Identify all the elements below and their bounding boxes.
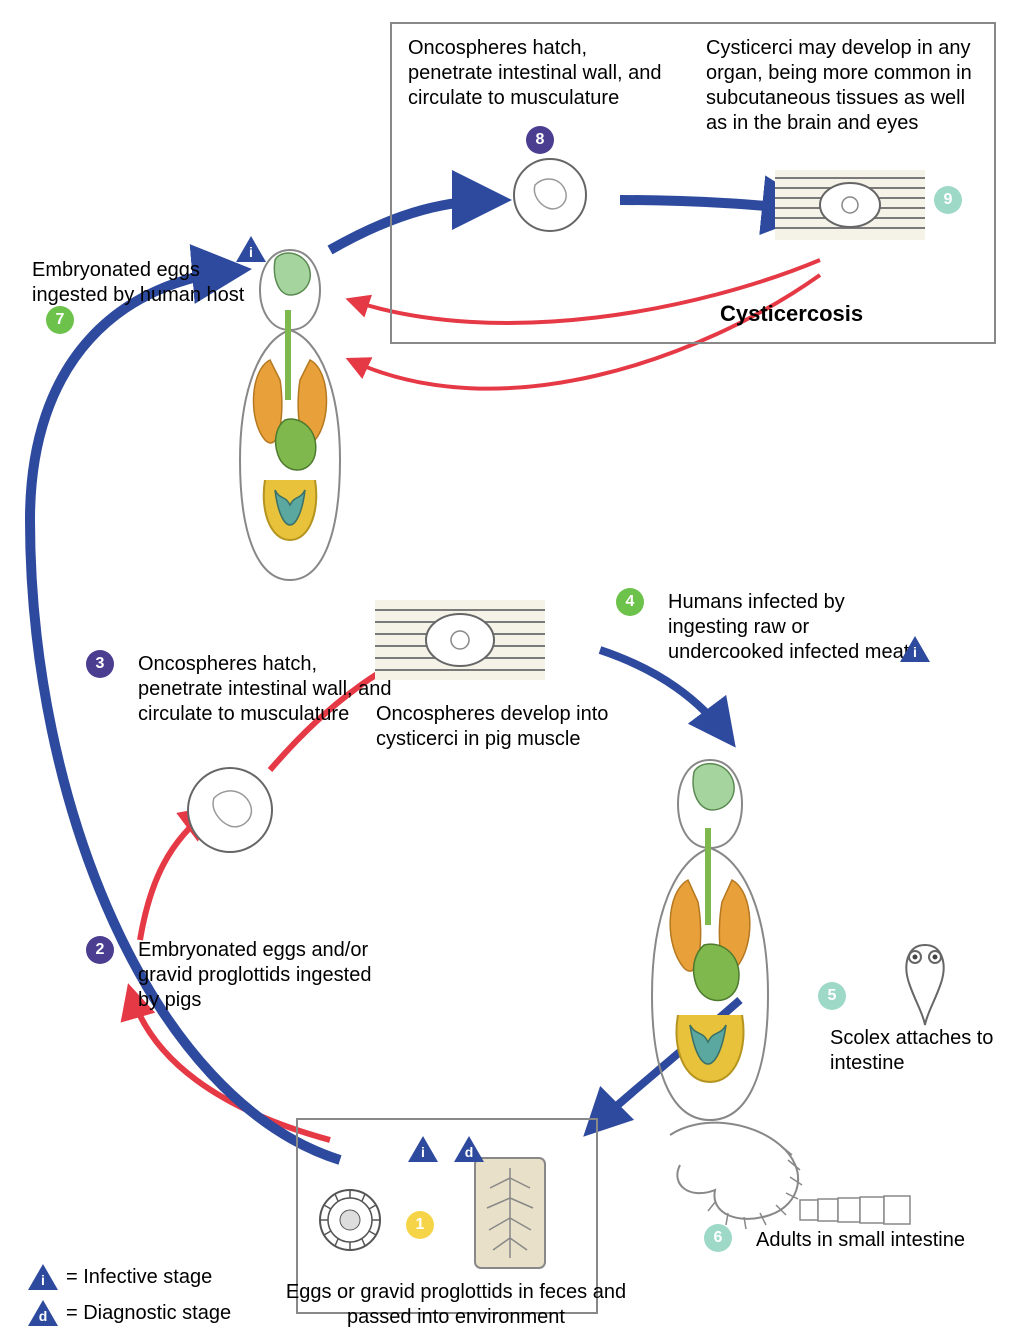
step1-label: Eggs or gravid proglottids in feces and … <box>276 1280 636 1330</box>
tapeworm-illustration <box>670 1123 910 1229</box>
legend-diagnostic-text: = Diagnostic stage <box>66 1302 231 1325</box>
step7-label: Embryonated eggs ingested by human host <box>32 258 264 308</box>
marker-5: 5 <box>818 982 846 1010</box>
marker-1: 1 <box>406 1211 434 1239</box>
marker-6: 6 <box>704 1224 732 1252</box>
legend-infective-text: = Infective stage <box>66 1266 212 1289</box>
legend-diagnostic-icon: d <box>28 1300 58 1326</box>
infective-triangle-step4: i <box>900 636 930 662</box>
oncosphere-mid-illustration <box>188 768 272 852</box>
diagram-canvas: Cysticercosis Embryonated eggs ingested … <box>0 0 1014 1342</box>
legend-infective-icon: i <box>28 1264 58 1290</box>
step3b-label: Oncospheres develop into cysticerci in p… <box>376 702 636 752</box>
step6-label: Adults in small intestine <box>756 1228 986 1253</box>
marker-4: 4 <box>616 588 644 616</box>
legend-infective: i = Infective stage <box>28 1264 212 1290</box>
infective-triangle-box: i <box>408 1136 438 1162</box>
step5-label: Scolex attaches to intestine <box>830 1026 1000 1076</box>
step8-label: Oncospheres hatch, penetrate intestinal … <box>408 36 668 111</box>
step2-label: Embryonated eggs and/or gravid proglotti… <box>138 938 398 1013</box>
marker-8: 8 <box>526 126 554 154</box>
scolex-illustration <box>906 945 943 1025</box>
marker-7: 7 <box>46 306 74 334</box>
step3-label: Oncospheres hatch, penetrate intestinal … <box>138 652 398 727</box>
infective-triangle-step7: i <box>236 236 266 262</box>
legend-diagnostic: d = Diagnostic stage <box>28 1300 231 1326</box>
cysticercosis-title: Cysticercosis <box>720 300 863 328</box>
marker-9: 9 <box>934 186 962 214</box>
step9-label: Cysticerci may develop in any organ, bei… <box>706 36 986 136</box>
marker-2: 2 <box>86 936 114 964</box>
step4-label: Humans infected by ingesting raw or unde… <box>668 590 928 665</box>
diagnostic-triangle-box: d <box>454 1136 484 1162</box>
marker-3: 3 <box>86 650 114 678</box>
muscle-mid-illustration <box>375 600 545 680</box>
